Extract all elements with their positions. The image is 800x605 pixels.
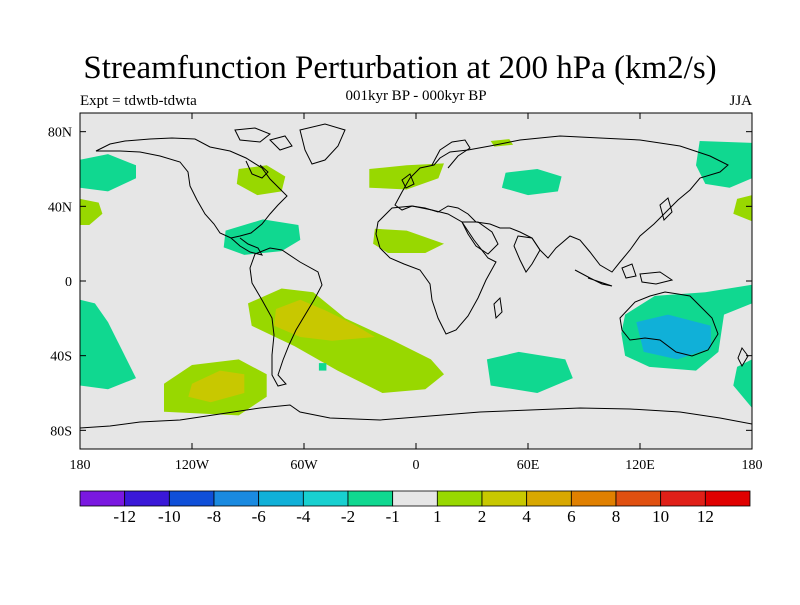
anomaly-layer (80, 139, 752, 416)
axis-ticks: 80N 40N 0 40S 80S 180 120W 60W 0 60E 120E 180 (48, 113, 763, 473)
anomaly-siberia (501, 169, 562, 196)
lon-tick-label: 180 (742, 458, 763, 473)
colorbar-label: 8 (611, 507, 621, 526)
anomaly-east-edge-south (733, 359, 752, 408)
colorbar-label: -4 (296, 507, 311, 526)
lon-tick-label: 120W (175, 458, 210, 473)
colorbar-label: -8 (206, 507, 222, 526)
plot-subtitle: 001kyr BP - 000kyr BP (345, 88, 487, 104)
anomaly-tropical-atlantic (373, 228, 444, 253)
anomaly-south-indian (486, 351, 573, 393)
colorbar-swatch (213, 490, 260, 507)
colorbar-swatch (704, 490, 751, 507)
anomaly-east-edge-40n (733, 195, 752, 222)
lat-tick-label: 0 (65, 275, 72, 290)
season-label: JJA (729, 93, 752, 109)
colorbar-label: 4 (522, 507, 531, 526)
anomaly-north-pacific-west (80, 154, 136, 192)
colorbar-swatch (79, 490, 126, 507)
colorbar-label: -1 (385, 507, 400, 526)
plot-title: Streamfunction Perturbation at 200 hPa (… (83, 50, 717, 86)
lat-tick-label: 40S (50, 350, 72, 365)
lat-tick-label: 80N (48, 126, 72, 141)
colorbar-swatch (526, 490, 572, 507)
anomaly-north-america (236, 165, 286, 196)
anomaly-east-asia-ne (696, 141, 752, 188)
experiment-label: Expt = tdwtb-tdwta (80, 93, 197, 109)
colorbar-swatch (302, 490, 349, 507)
anomaly-south-pacific-core (188, 370, 245, 403)
anomaly-south-america-atlantic-core (274, 299, 375, 341)
colorbar-label: 6 (567, 507, 576, 526)
colorbar-swatch (258, 490, 304, 507)
lon-tick-label: 120E (625, 458, 655, 473)
lon-tick-label: 0 (413, 458, 420, 473)
colorbar-label: 12 (696, 507, 714, 526)
lon-tick-label: 60E (517, 458, 540, 473)
colorbar-swatch (615, 490, 662, 507)
colorbar-swatch (347, 490, 394, 507)
colorbar-swatch (570, 490, 617, 507)
anomaly-west-edge-40n (80, 198, 103, 225)
anomaly-australia-core (636, 314, 711, 360)
anomaly-caribbean (223, 219, 301, 255)
coastlines (80, 123, 752, 429)
colorbar-swatch (436, 490, 483, 507)
lat-tick-label: 80S (50, 424, 72, 439)
colorbar-label: -6 (251, 507, 266, 526)
lon-tick-label: 60W (290, 458, 318, 473)
lat-tick-label: 40N (48, 200, 72, 215)
colorbar-swatch (392, 490, 438, 507)
colorbar-swatch (168, 490, 215, 507)
colorbar-label: -10 (157, 507, 181, 526)
colorbar-label: 2 (477, 507, 487, 526)
anomaly-small-spot (318, 363, 327, 371)
anomaly-pacific-west-south (80, 299, 136, 390)
colorbar-label: -12 (113, 507, 136, 526)
colorbar-swatch (481, 490, 528, 507)
colorbar-label: -2 (340, 507, 356, 526)
colorbar (79, 490, 751, 507)
colorbar-swatch (124, 490, 170, 507)
lon-tick-label: 180 (70, 458, 91, 473)
colorbar-swatch (660, 490, 706, 507)
colorbar-label: 10 (652, 507, 670, 526)
colorbar-label: 1 (433, 507, 442, 526)
